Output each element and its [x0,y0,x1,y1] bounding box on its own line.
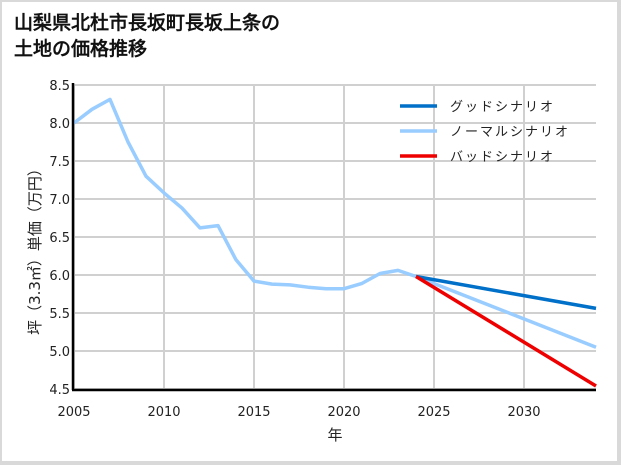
series-line-0 [415,274,597,311]
data-lines [72,97,597,388]
legend-label: グッドシナリオ [450,100,555,115]
chart-title: 山梨県北杜市長坂町長坂上条の 土地の価格推移 [14,12,281,60]
grid-lines [73,84,596,390]
x-axis-label: 年 [327,426,342,444]
y-tick-label: 6.0 [49,269,70,284]
y-tick-label: 4.5 [49,383,70,398]
x-tick-label: 2015 [237,405,270,420]
y-tick-label: 5.0 [49,345,70,360]
x-tick-label: 2020 [327,405,360,420]
x-tick-label: 2010 [147,405,180,420]
y-tick-label: 5.5 [49,307,70,322]
legend-item: バッドシナリオ [400,150,555,165]
y-tick-labels: 4.5 5.0 5.5 6.0 6.5 7.0 7.5 8.0 8.5 [49,79,70,398]
legend-label: ノーマルシナリオ [450,125,570,140]
series-line-1 [72,97,597,349]
y-axis-label: 坪（3.3㎡）単価（万円） [26,161,44,335]
y-tick-label: 7.0 [49,193,70,208]
legend-item: グッドシナリオ [400,100,555,115]
y-tick-label: 7.5 [49,155,70,170]
x-tick-label: 2025 [417,405,450,420]
y-tick-label: 8.5 [49,79,70,94]
chart-frame: 山梨県北杜市長坂町長坂上条の 土地の価格推移 [2,2,617,461]
y-tick-label: 6.5 [49,231,70,246]
x-tick-label: 2005 [57,405,90,420]
x-tick-label: 2030 [507,405,540,420]
y-tick-label: 8.0 [49,117,70,132]
legend-label: バッドシナリオ [450,150,555,165]
legend-item: ノーマルシナリオ [400,125,570,140]
series-line-2 [415,275,597,388]
x-tick-labels: 2005 2010 2015 2020 2025 2030 [57,405,540,420]
axes [71,83,596,392]
